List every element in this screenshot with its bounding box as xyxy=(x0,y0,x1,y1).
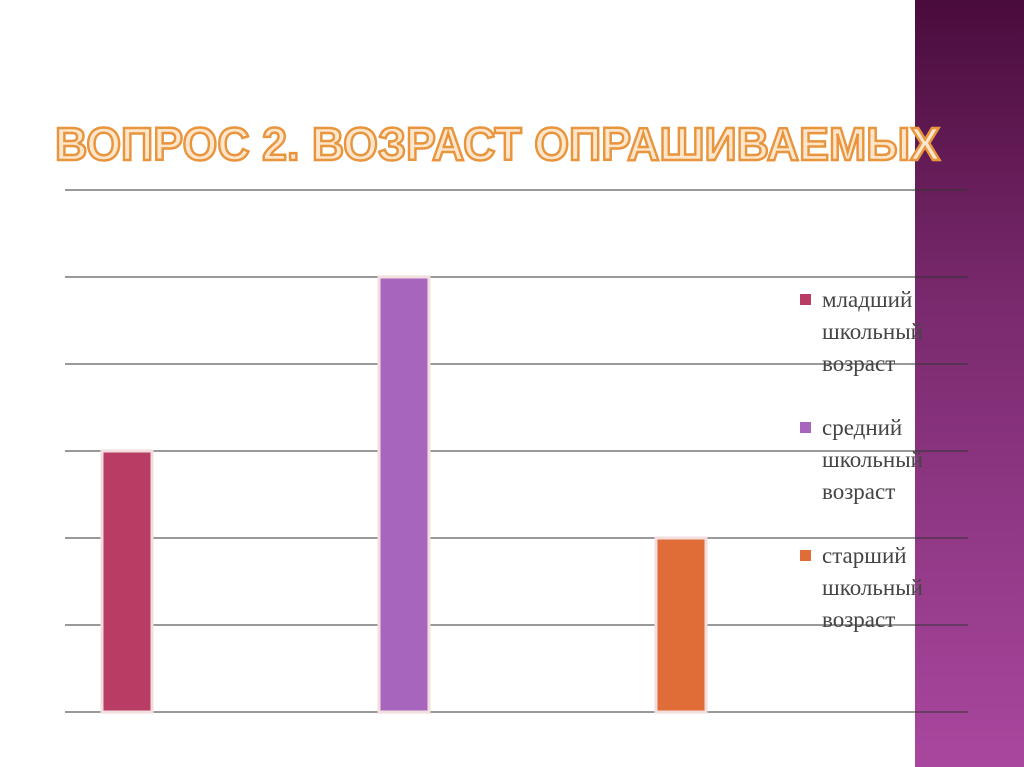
bar xyxy=(654,536,708,714)
bar xyxy=(100,449,154,714)
legend-item: старший школьный возраст xyxy=(800,540,940,636)
legend-swatch xyxy=(800,422,811,433)
legend-swatch xyxy=(800,294,811,305)
legend-label: старший школьный возраст xyxy=(822,543,923,632)
bar xyxy=(377,275,431,714)
chart-title: ВОПРОС 2. ВОЗРАСТ ОПРАШИВАЕМЫХ xyxy=(55,118,940,170)
legend: младший школьный возраст средний школьный… xyxy=(800,284,940,668)
legend-label: средний школьный возраст xyxy=(822,415,923,504)
legend-label: младший школьный возраст xyxy=(822,287,923,376)
legend-item: средний школьный возраст xyxy=(800,412,940,508)
side-strip xyxy=(915,0,1024,767)
legend-swatch xyxy=(800,550,811,561)
legend-item: младший школьный возраст xyxy=(800,284,940,380)
